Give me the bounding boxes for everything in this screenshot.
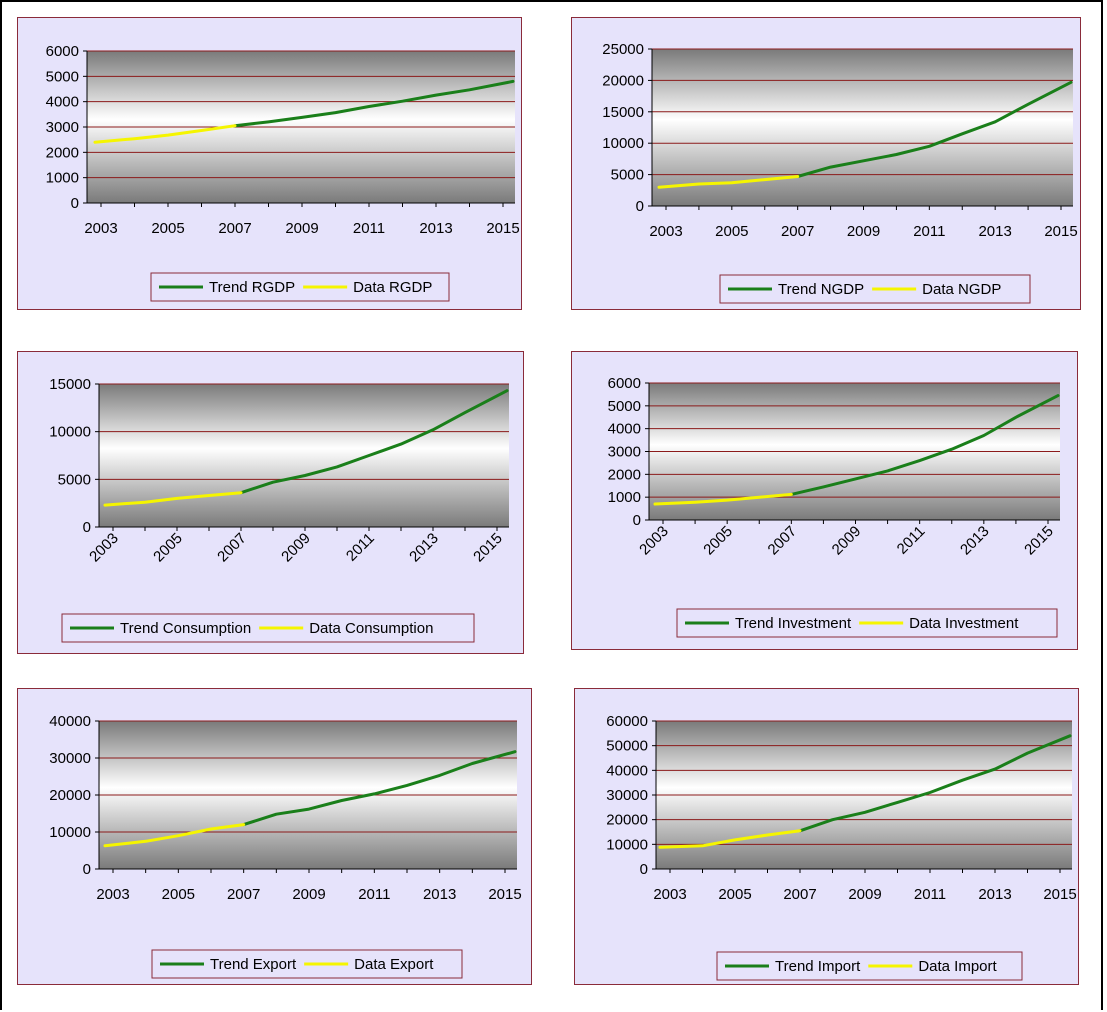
x-tick-label: 2015 <box>1044 223 1077 240</box>
y-tick-label: 3000 <box>46 119 79 136</box>
x-tick-label: 2009 <box>292 886 325 903</box>
y-tick-label: 25000 <box>602 41 644 58</box>
y-tick-label: 4000 <box>46 94 79 111</box>
x-tick-label: 2009 <box>847 223 880 240</box>
y-tick-label: 0 <box>83 519 91 536</box>
trend-series-line <box>796 80 1073 178</box>
chart-export: 0 10000 20000 30000 40000 2003 2005 2007 2009 201… <box>17 688 532 985</box>
legend-label: Data Export <box>354 956 434 973</box>
x-tick-label: 2003 <box>649 223 682 240</box>
y-tick-label: 30000 <box>606 787 648 804</box>
x-tick-label: 2005 <box>151 220 184 237</box>
y-tick-label: 50000 <box>606 738 648 755</box>
y-tick-label: 0 <box>71 195 79 212</box>
x-tick-label: 2013 <box>978 886 1011 903</box>
plot-area <box>652 49 1073 206</box>
data-series-line <box>93 124 237 144</box>
y-tick-label: 5000 <box>611 167 644 184</box>
y-tick-label: 3000 <box>608 444 641 461</box>
y-tick-label: 40000 <box>606 762 648 779</box>
y-tick-label: 1000 <box>46 170 79 187</box>
y-tick-label: 1000 <box>608 489 641 506</box>
x-tick-label: 2003 <box>84 220 117 237</box>
x-tick-label: 2015 <box>486 220 519 237</box>
x-tick-label: 2011 <box>913 223 945 240</box>
x-tick-label: 2009 <box>285 220 318 237</box>
legend-label: Data NGDP <box>922 281 1001 298</box>
y-tick-label: 60000 <box>606 713 648 730</box>
y-tick-label: 5000 <box>608 398 641 415</box>
trend-series-line <box>233 79 515 128</box>
y-tick-label: 0 <box>633 512 641 529</box>
trend-series-line <box>789 394 1060 496</box>
x-tick-label: 2013 <box>423 886 456 903</box>
x-tick-label: 2005 <box>718 886 751 903</box>
y-tick-label: 0 <box>636 198 644 215</box>
trend-series-line <box>798 734 1072 833</box>
y-tick-label: 2000 <box>46 144 79 161</box>
legend-label: Trend NGDP <box>778 281 864 298</box>
chart-ngdp: 0 5000 10000 15000 20000 25000 2003 2005 2007 200… <box>571 17 1081 310</box>
y-tick-label: 30000 <box>49 750 91 767</box>
legend-label: Data Import <box>918 958 997 975</box>
data-series-line <box>657 175 800 189</box>
x-tick-label: 2011 <box>353 220 385 237</box>
legend-label: Trend Consumption <box>120 620 251 637</box>
y-tick-label: 20000 <box>606 812 648 829</box>
x-tick-label: 2013 <box>419 220 452 237</box>
y-tick-label: 20000 <box>49 787 91 804</box>
x-tick-label: 2011 <box>358 886 390 903</box>
data-series-line <box>103 491 243 507</box>
y-tick-label: 40000 <box>49 713 91 730</box>
y-tick-label: 6000 <box>608 375 641 392</box>
y-tick-label: 10000 <box>49 824 91 841</box>
y-tick-label: 0 <box>640 861 648 878</box>
y-tick-label: 5000 <box>46 68 79 85</box>
y-tick-label: 10000 <box>602 135 644 152</box>
legend-label: Data Investment <box>909 615 1019 632</box>
plot-area <box>99 384 509 527</box>
x-tick-label: 2013 <box>978 223 1011 240</box>
y-tick-label: 5000 <box>58 471 91 488</box>
y-tick-label: 2000 <box>608 466 641 483</box>
x-tick-label: 2007 <box>227 886 260 903</box>
x-tick-label: 2007 <box>783 886 816 903</box>
chart-import: 0 10000 20000 30000 40000 50000 60000 2003 2005 2… <box>574 688 1079 985</box>
chart-rgdp: 0 1000 2000 3000 4000 5000 6000 2003 2005 2007 200… <box>17 17 522 310</box>
legend-label: Trend Investment <box>735 615 852 632</box>
y-tick-label: 20000 <box>602 72 644 89</box>
x-tick-label: 2003 <box>653 886 686 903</box>
trend-series-line <box>239 389 509 495</box>
x-tick-label: 2005 <box>162 886 195 903</box>
y-tick-label: 6000 <box>46 43 79 60</box>
y-tick-label: 10000 <box>49 424 91 441</box>
y-tick-label: 10000 <box>606 836 648 853</box>
x-tick-label: 2005 <box>715 223 748 240</box>
y-tick-label: 15000 <box>49 376 91 393</box>
y-tick-label: 4000 <box>608 421 641 438</box>
data-series-line <box>103 823 246 848</box>
legend-label: Trend Import <box>775 958 861 975</box>
legend-label: Trend RGDP <box>209 279 295 296</box>
x-tick-label: 2007 <box>781 223 814 240</box>
trend-series-line <box>242 750 517 827</box>
y-tick-label: 0 <box>83 861 91 878</box>
legend-label: Trend Export <box>210 956 297 973</box>
data-series-line <box>653 492 793 506</box>
x-tick-label: 2003 <box>96 886 129 903</box>
x-tick-label: 2011 <box>914 886 946 903</box>
data-series-line <box>658 829 802 849</box>
y-tick-label: 15000 <box>602 104 644 121</box>
x-tick-label: 2009 <box>848 886 881 903</box>
legend-label: Data RGDP <box>353 279 432 296</box>
x-tick-label: 2015 <box>488 886 521 903</box>
x-tick-label: 2007 <box>218 220 251 237</box>
x-tick-label: 2015 <box>1043 886 1076 903</box>
legend-label: Data Consumption <box>309 620 433 637</box>
